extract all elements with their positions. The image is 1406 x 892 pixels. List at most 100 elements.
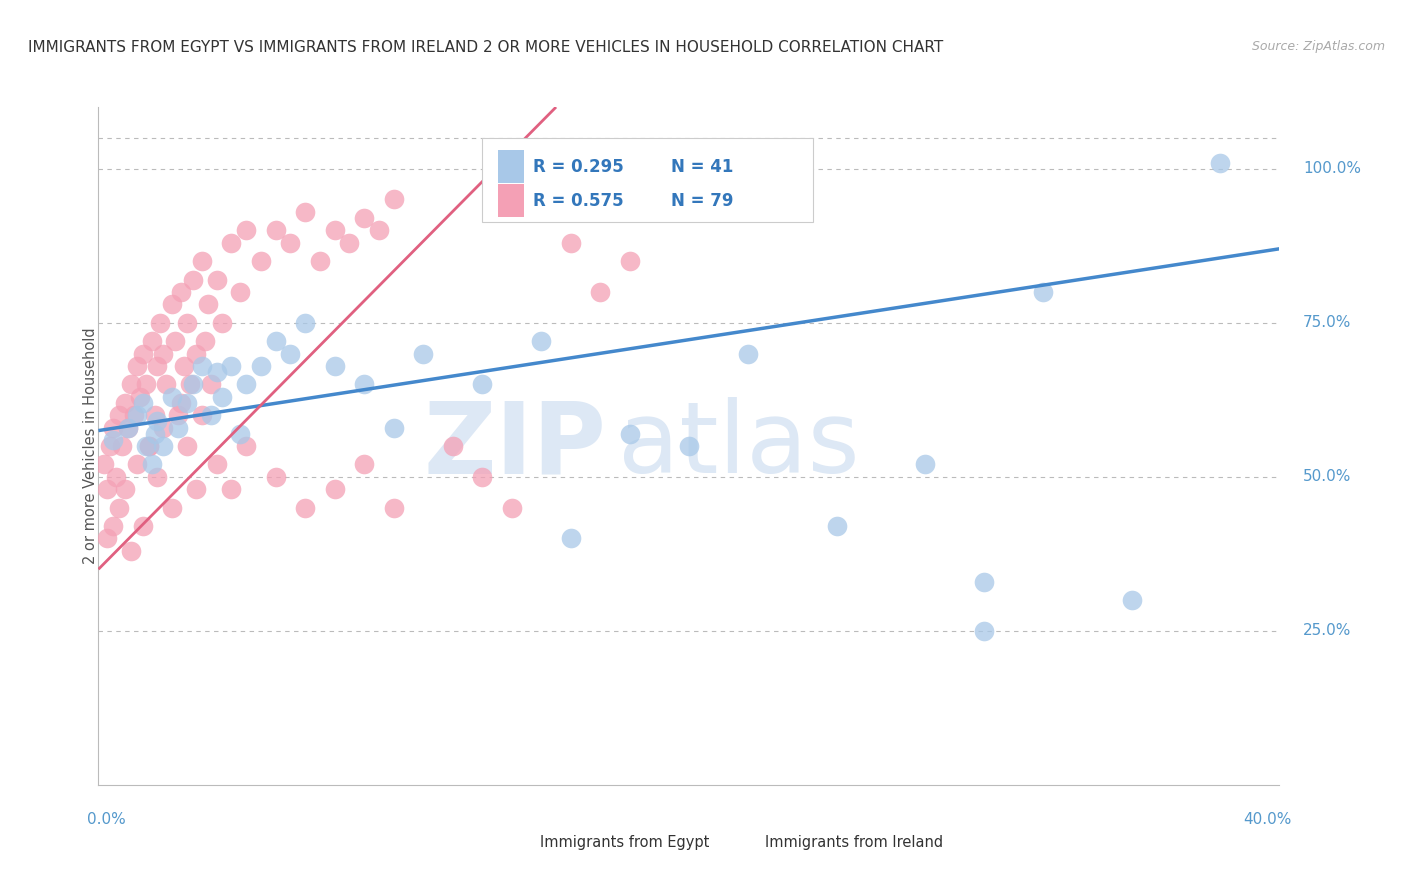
Point [149, 316, 172, 330]
Point [141, 458, 163, 472]
Point [200, 377, 222, 392]
Point [294, 204, 316, 219]
Point [264, 470, 287, 484]
Point [176, 316, 198, 330]
Point [235, 439, 257, 453]
Point [108, 408, 131, 422]
Point [294, 316, 316, 330]
Point [229, 426, 252, 441]
Point [170, 285, 193, 299]
Point [589, 285, 612, 299]
Point [181, 272, 204, 286]
Point [114, 482, 136, 496]
Point [560, 532, 582, 546]
Text: R = 0.295: R = 0.295 [533, 158, 624, 176]
Point [162, 297, 183, 311]
Point [191, 408, 214, 422]
Point [205, 365, 228, 379]
Point [96, 532, 118, 546]
Point [1032, 285, 1054, 299]
Point [250, 359, 273, 373]
Point [973, 574, 995, 589]
Text: Immigrants from Egypt: Immigrants from Egypt [540, 835, 710, 850]
Point [138, 439, 160, 453]
Point [211, 316, 233, 330]
Point [141, 334, 163, 349]
Point [114, 396, 136, 410]
Point [280, 235, 302, 250]
Point [155, 377, 177, 392]
Point [914, 458, 936, 472]
Point [125, 359, 148, 373]
Point [184, 346, 207, 360]
Point [191, 254, 214, 268]
Text: 40.0%: 40.0% [1243, 812, 1291, 827]
Point [211, 390, 233, 404]
Point [152, 346, 174, 360]
Point [205, 458, 228, 472]
Point [167, 408, 190, 422]
Text: ZIP: ZIP [423, 398, 606, 494]
Point [194, 334, 217, 349]
Point [382, 420, 405, 434]
Point [152, 420, 174, 434]
Point [143, 426, 166, 441]
Point [973, 624, 995, 638]
Point [441, 439, 464, 453]
Point [323, 359, 346, 373]
Point [132, 346, 155, 360]
Point [132, 519, 155, 533]
Point [173, 359, 195, 373]
Point [135, 439, 157, 453]
Point [1209, 155, 1232, 169]
Point [125, 408, 148, 422]
Text: R = 0.575: R = 0.575 [533, 192, 624, 210]
Point [471, 470, 494, 484]
Point [143, 408, 166, 422]
Point [353, 377, 375, 392]
Point [294, 500, 316, 515]
Text: Source: ZipAtlas.com: Source: ZipAtlas.com [1251, 40, 1385, 54]
Point [737, 346, 759, 360]
Point [103, 420, 125, 434]
Point [135, 377, 157, 392]
Point [221, 235, 243, 250]
Point [264, 334, 287, 349]
Point [103, 519, 125, 533]
Point [412, 346, 434, 360]
Point [176, 396, 198, 410]
Point [264, 223, 287, 237]
Point [235, 223, 257, 237]
Point [170, 396, 193, 410]
Point [167, 420, 190, 434]
Point [184, 482, 207, 496]
Point [103, 433, 125, 447]
Point [200, 408, 222, 422]
Point [353, 211, 375, 225]
Point [235, 377, 257, 392]
Point [229, 285, 252, 299]
Point [619, 426, 641, 441]
Point [111, 439, 134, 453]
Text: atlas: atlas [619, 398, 859, 494]
Point [382, 193, 405, 207]
Text: N = 41: N = 41 [671, 158, 734, 176]
Point [93, 458, 115, 472]
Point [221, 482, 243, 496]
Point [382, 500, 405, 515]
Point [165, 334, 187, 349]
Point [105, 470, 128, 484]
Point [197, 297, 219, 311]
Point [146, 359, 169, 373]
Text: Immigrants from Ireland: Immigrants from Ireland [765, 835, 942, 850]
Text: 0.0%: 0.0% [87, 812, 125, 827]
Point [138, 439, 160, 453]
Point [108, 500, 131, 515]
Y-axis label: 2 or more Vehicles in Household: 2 or more Vehicles in Household [83, 327, 97, 565]
FancyBboxPatch shape [498, 185, 523, 217]
Point [560, 235, 582, 250]
Point [162, 390, 183, 404]
Point [98, 439, 121, 453]
Point [152, 439, 174, 453]
Point [825, 519, 848, 533]
